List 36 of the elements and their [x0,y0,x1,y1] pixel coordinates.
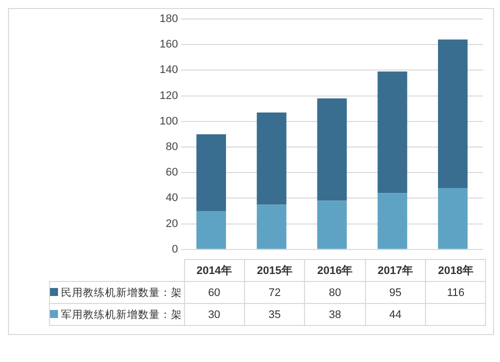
bar [378,71,408,194]
data-label: 35 [244,304,305,326]
y-tick-label: 60 [166,166,178,179]
y-tick-label: 20 [166,218,178,230]
x-tick-label: 2014年 [184,260,244,282]
x-tick-label: 2018年 [426,260,486,282]
bar [438,39,468,188]
y-tick-label: 100 [160,115,178,128]
data-label: 30 [184,304,244,326]
y-tick-label: 40 [166,192,178,204]
legend-label: 民用教练机新增数量：架 [50,282,184,304]
x-tick-label: 2015年 [244,260,305,282]
bar [317,200,347,249]
x-tick-label: 2017年 [365,260,426,282]
data-label: 72 [244,282,305,304]
data-label: 38 [304,304,366,326]
x-tick-label: 2016年 [304,260,366,282]
data-label: 95 [365,282,426,304]
y-tick-label: 180 [160,13,178,26]
y-tick-label: 0 [172,243,178,256]
data-label: 80 [304,282,366,304]
y-tick-label: 140 [160,64,178,76]
bar [438,188,468,249]
y-tick-label: 80 [166,141,178,154]
bar [378,193,408,249]
legend-label: 军用教练机新增数量：架 [50,304,184,326]
bar [256,112,286,205]
bar [317,98,347,201]
bar [256,204,286,249]
data-label: 44 [365,304,426,326]
bar [196,134,226,211]
y-tick-label: 160 [160,38,178,51]
data-label: 116 [426,282,486,304]
bar [196,211,226,249]
data-label: 60 [184,282,244,304]
y-tick-label: 120 [160,90,178,102]
